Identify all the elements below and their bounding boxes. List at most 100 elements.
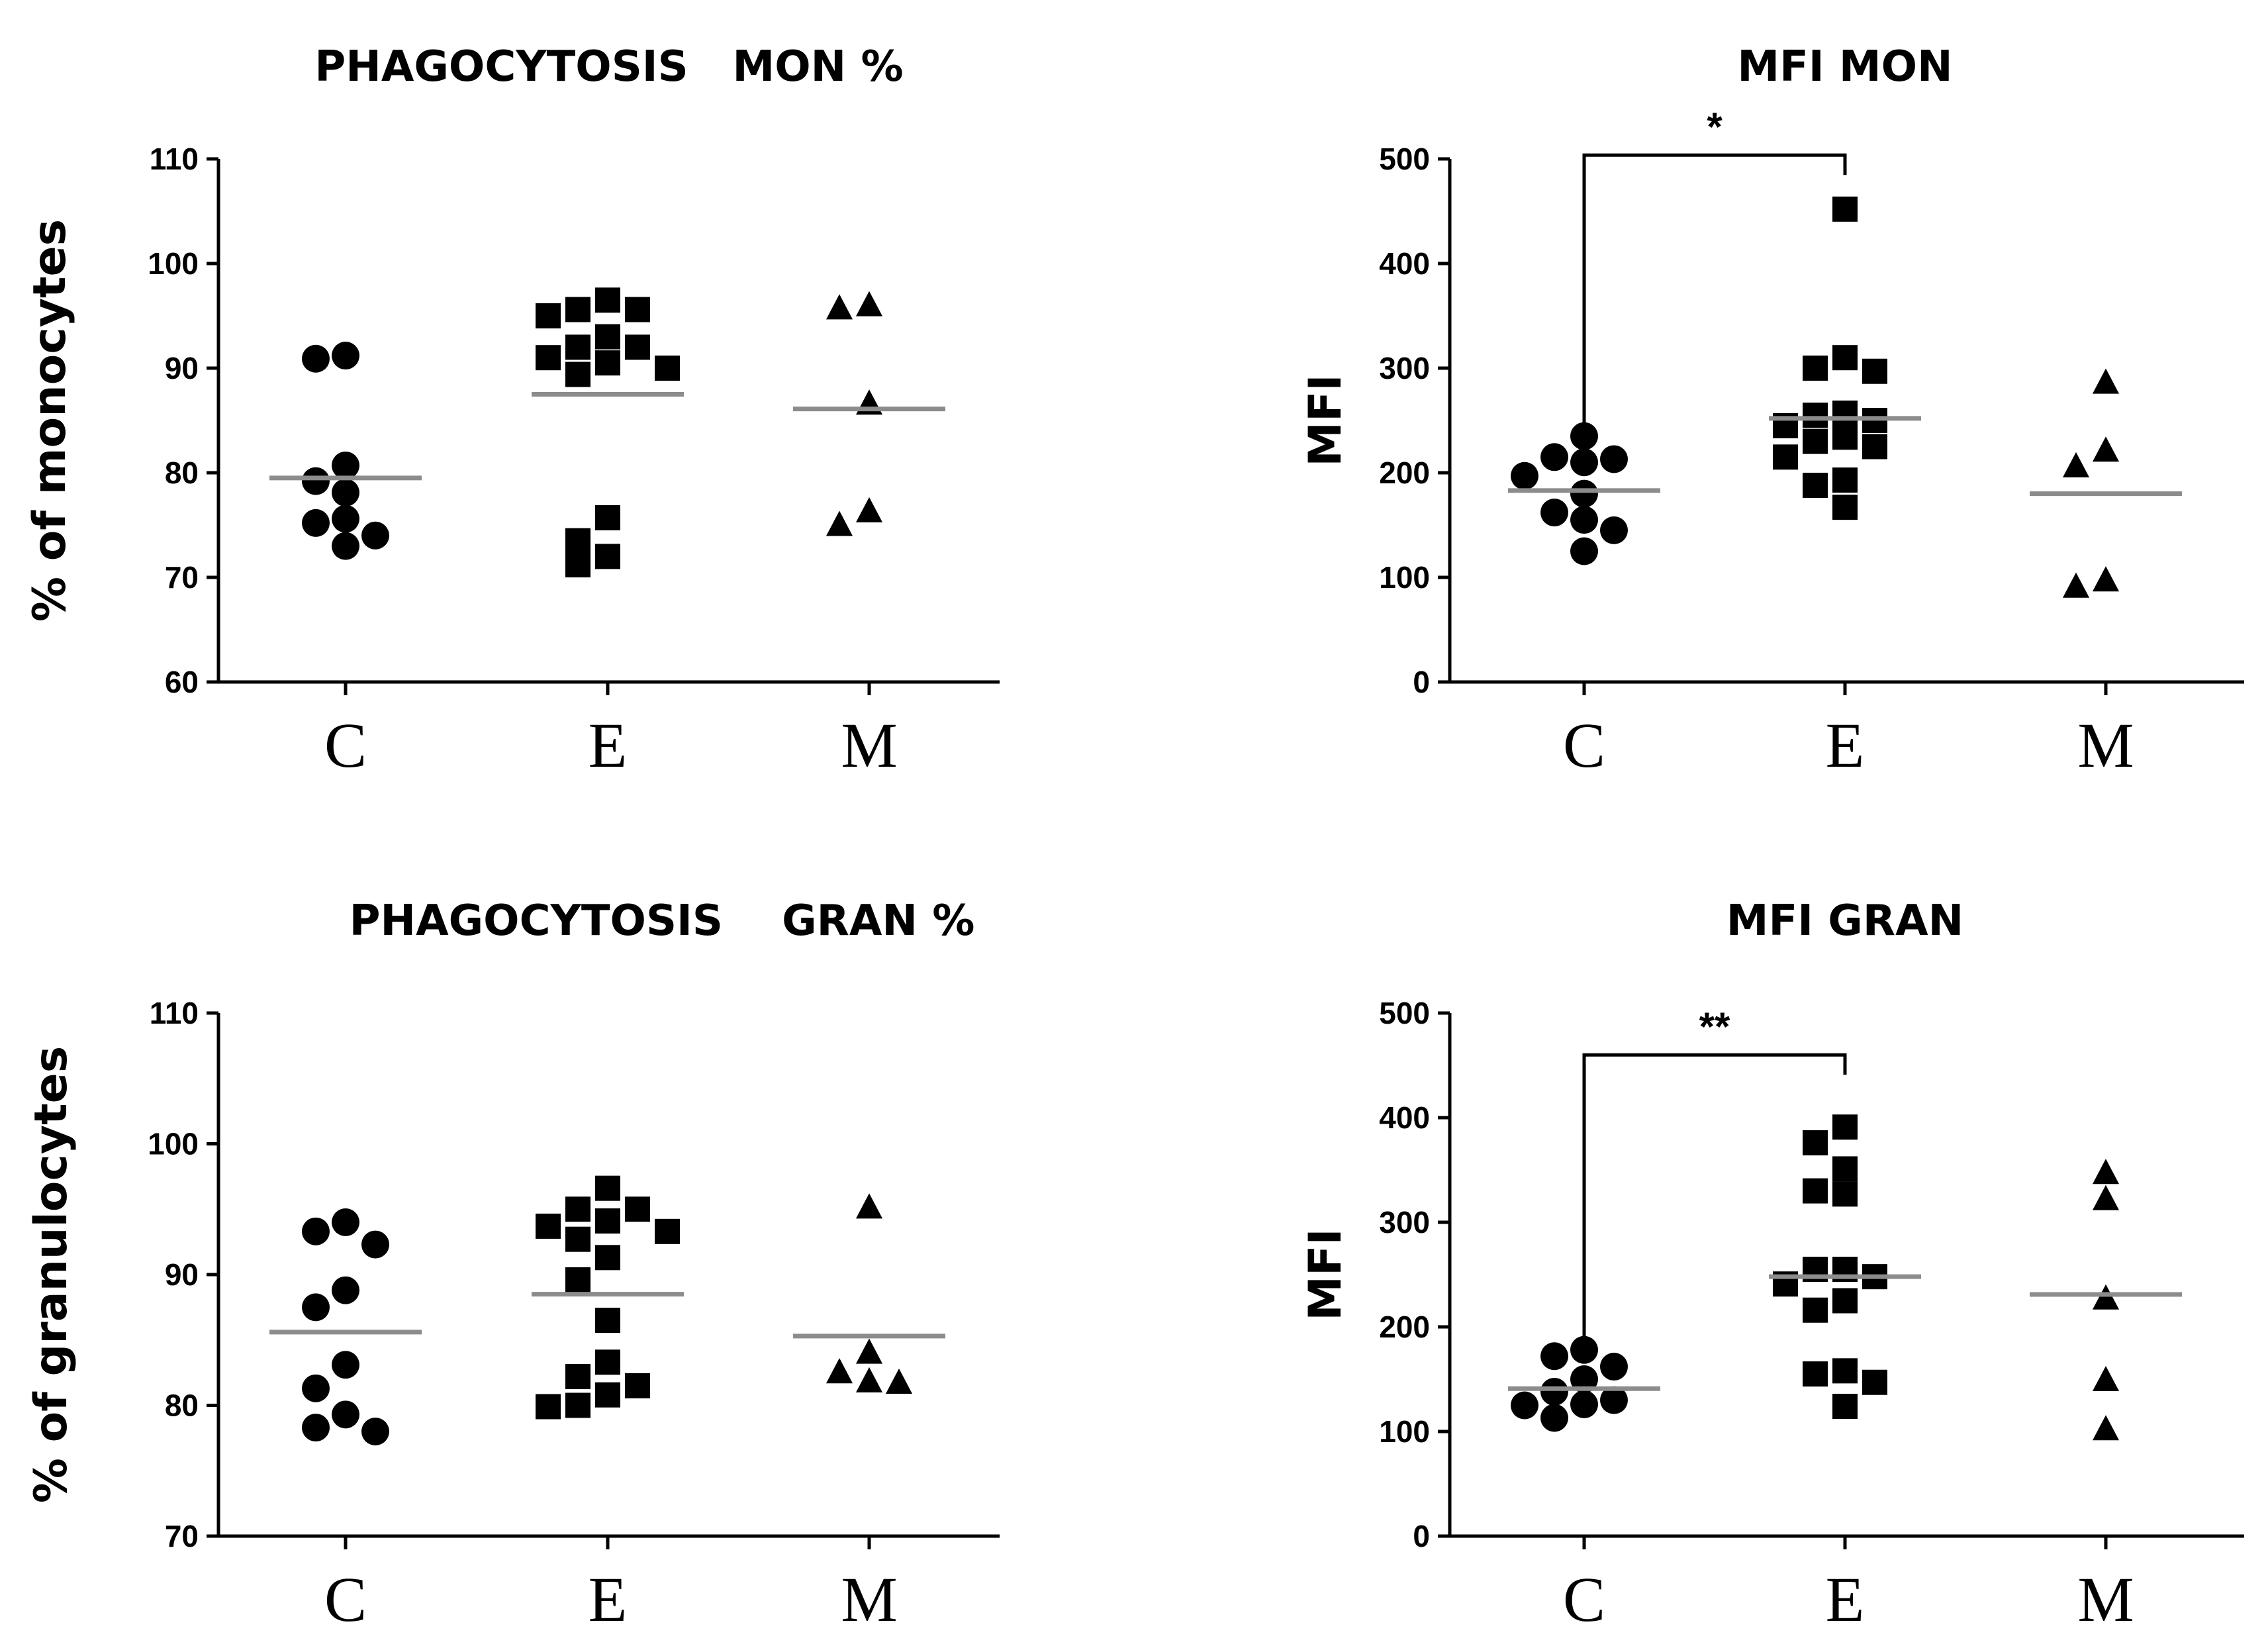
data-point: [1832, 400, 1858, 426]
data-point: [361, 1230, 389, 1259]
data-point: [595, 1308, 620, 1334]
chart-panel-4: MFI GRAN MFI 0 100 200 300 400 500 C E M **: [1299, 897, 2244, 1635]
y-tick-label: 100: [148, 246, 199, 281]
series-C: [269, 1208, 422, 1445]
y-tick-label: 100: [1379, 1414, 1430, 1449]
data-point: [625, 334, 650, 360]
y-tick-label: 90: [165, 1257, 199, 1292]
data-point: [302, 1293, 330, 1322]
y-tick-label: 200: [1379, 1310, 1430, 1344]
data-point: [332, 1276, 359, 1304]
y-tick-label: 100: [1379, 560, 1430, 595]
chart-panel-3: PHAGOCYTOSIS GRAN % % of granulocytes 70 80…: [25, 897, 1000, 1635]
chart-title: MFI MON: [1737, 42, 1952, 91]
data-point: [1540, 1404, 1568, 1432]
data-point: [2092, 1185, 2120, 1210]
x-tick-label: C: [1563, 1564, 1605, 1635]
data-point: [1570, 479, 1598, 508]
data-point: [1511, 461, 1538, 490]
y-tick-label: 100: [148, 1127, 199, 1161]
data-point: [1832, 467, 1858, 493]
data-point: [536, 1394, 561, 1420]
data-point: [536, 303, 561, 328]
data-point: [885, 1368, 913, 1394]
data-point: [595, 505, 620, 530]
data-point: [565, 1196, 591, 1222]
chart-title: PHAGOCYTOSIS MON %: [314, 42, 903, 91]
data-point: [1803, 428, 1828, 454]
data-point: [2062, 452, 2090, 477]
data-point: [1570, 1335, 1598, 1364]
x-tick-label: E: [1826, 1564, 1865, 1635]
data-point: [2092, 1365, 2120, 1392]
data-point: [565, 297, 591, 322]
significance-bracket: [1582, 153, 1847, 444]
data-point: [565, 1226, 591, 1252]
y-tick-label: 300: [1379, 351, 1430, 385]
data-point: [1803, 356, 1828, 381]
data-point: [625, 297, 650, 322]
y-tick-label: 80: [165, 1388, 199, 1423]
data-point: [361, 1418, 389, 1445]
data-point: [1540, 443, 1568, 471]
chart-panel-1: PHAGOCYTOSIS MON % % of monocytes 60 70 80 90…: [24, 42, 1000, 781]
data-point: [565, 552, 591, 578]
x-tick-label: M: [841, 1564, 897, 1635]
data-point: [332, 1351, 359, 1379]
y-tick-label: 60: [165, 665, 199, 699]
x-tick-label: C: [1563, 710, 1605, 781]
data-point: [1803, 1361, 1828, 1387]
data-point: [2062, 572, 2090, 598]
y-tick-label: 200: [1379, 456, 1430, 490]
data-point: [1600, 1353, 1628, 1381]
data-point: [855, 1193, 883, 1219]
y-axis-label: % of monocytes: [24, 219, 76, 622]
x-tick-label: C: [324, 1564, 367, 1635]
x-tick-label: M: [841, 710, 897, 781]
x-tick-label: E: [589, 1564, 628, 1635]
series-M: [2030, 368, 2182, 598]
data-point: [655, 1218, 680, 1244]
data-point: [302, 1414, 330, 1442]
chart-panel-2: MFI MON MFI 0 100 200 300 400 500 C E M *: [1299, 42, 2244, 781]
data-point: [302, 1217, 330, 1245]
y-tick-label: 70: [165, 560, 199, 595]
x-tick-label: M: [2077, 1564, 2134, 1635]
data-point: [2092, 368, 2120, 394]
data-point: [855, 291, 883, 316]
data-point: [1600, 1386, 1628, 1414]
y-tick-label: 90: [165, 351, 199, 385]
data-point: [595, 324, 620, 350]
data-point: [1540, 1377, 1568, 1406]
data-point: [595, 1382, 620, 1408]
data-point: [1600, 445, 1628, 473]
data-point: [1570, 506, 1598, 534]
data-point: [595, 544, 620, 569]
data-point: [1803, 472, 1828, 498]
data-point: [1570, 537, 1598, 565]
chart-title: PHAGOCYTOSIS GRAN %: [350, 897, 975, 946]
y-tick-label: 70: [165, 1519, 199, 1553]
data-point: [1832, 1156, 1858, 1182]
data-point: [361, 521, 389, 550]
data-point: [595, 1208, 620, 1234]
chart-title: MFI GRAN: [1726, 897, 1963, 946]
data-point: [1773, 444, 1798, 470]
series-C: [1508, 1335, 1660, 1432]
data-point: [565, 362, 591, 387]
y-axis-label: MFI: [1299, 1228, 1352, 1320]
data-point: [1540, 1342, 1568, 1371]
data-point: [855, 1367, 883, 1393]
data-point: [1832, 1181, 1858, 1207]
data-point: [2092, 1284, 2120, 1310]
data-point: [302, 467, 330, 495]
series-E: [1769, 1114, 1921, 1420]
data-point: [302, 509, 330, 537]
x-tick-label: M: [2077, 710, 2134, 781]
significance-label: **: [1699, 1004, 1730, 1049]
data-point: [1862, 1369, 1887, 1395]
data-point: [1511, 1391, 1538, 1420]
data-point: [332, 1400, 359, 1429]
data-point: [855, 497, 883, 522]
data-point: [536, 345, 561, 371]
